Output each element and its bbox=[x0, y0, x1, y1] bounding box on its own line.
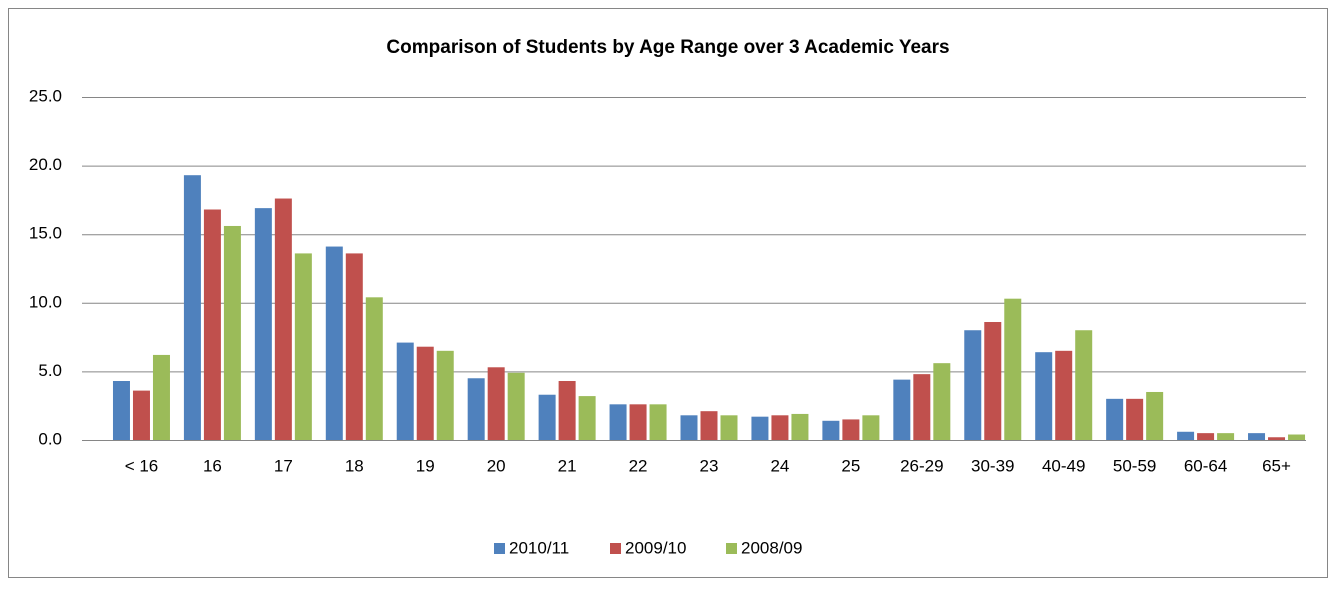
bar bbox=[771, 415, 789, 440]
legend-label: 2009/10 bbox=[625, 538, 686, 557]
bar bbox=[720, 415, 738, 440]
bar bbox=[1146, 391, 1164, 440]
x-tick-label: 17 bbox=[274, 456, 293, 475]
x-tick-label: 16 bbox=[203, 456, 222, 475]
x-tick-label: < 16 bbox=[125, 456, 159, 475]
bar bbox=[1288, 434, 1306, 440]
y-tick-label: 5.0 bbox=[38, 361, 62, 380]
bar bbox=[984, 322, 1002, 440]
bar bbox=[254, 208, 272, 440]
bar bbox=[223, 225, 241, 440]
bar bbox=[751, 416, 769, 440]
bar bbox=[274, 198, 292, 440]
legend-swatch bbox=[726, 543, 737, 554]
legend-label: 2010/11 bbox=[509, 538, 569, 557]
bar bbox=[629, 404, 647, 440]
bar bbox=[964, 330, 982, 440]
x-tick-label: 21 bbox=[558, 456, 577, 475]
bar bbox=[183, 175, 201, 441]
bar bbox=[507, 372, 525, 440]
x-tick-label: 26-29 bbox=[900, 456, 943, 475]
x-tick-label: 18 bbox=[345, 456, 364, 475]
bar bbox=[578, 396, 596, 440]
bar bbox=[700, 411, 718, 440]
bar bbox=[1075, 330, 1093, 440]
x-tick-label: 19 bbox=[416, 456, 435, 475]
bar bbox=[1217, 433, 1235, 440]
bar bbox=[1248, 433, 1266, 440]
bar bbox=[1004, 298, 1022, 440]
bar bbox=[893, 379, 911, 440]
bar bbox=[396, 342, 414, 440]
x-tick-label: 65+ bbox=[1262, 456, 1291, 475]
bar bbox=[1035, 352, 1053, 440]
y-tick-label: 25.0 bbox=[29, 86, 62, 105]
x-tick-label: 30-39 bbox=[971, 456, 1014, 475]
bar bbox=[365, 297, 383, 440]
bar bbox=[933, 363, 951, 440]
bar bbox=[112, 381, 130, 440]
bar bbox=[203, 209, 221, 440]
legend-swatch bbox=[494, 543, 505, 554]
x-tick-label: 40-49 bbox=[1042, 456, 1085, 475]
bar bbox=[416, 346, 434, 440]
bar bbox=[609, 404, 627, 440]
x-tick-label: 20 bbox=[487, 456, 506, 475]
bar bbox=[132, 390, 150, 440]
legend-label: 2008/09 bbox=[741, 538, 802, 557]
bar bbox=[467, 378, 485, 440]
bar bbox=[842, 419, 860, 440]
bar bbox=[1106, 398, 1124, 440]
x-tick-label: 24 bbox=[770, 456, 789, 475]
bar bbox=[1126, 398, 1144, 440]
x-tick-label: 60-64 bbox=[1184, 456, 1227, 475]
y-tick-label: 20.0 bbox=[29, 155, 62, 174]
bar bbox=[649, 404, 667, 440]
x-tick-label: 22 bbox=[629, 456, 648, 475]
bar bbox=[152, 354, 170, 440]
chart-title: Comparison of Students by Age Range over… bbox=[386, 37, 949, 58]
x-tick-label: 23 bbox=[700, 456, 719, 475]
y-tick-label: 0.0 bbox=[38, 429, 62, 448]
x-tick-label: 25 bbox=[841, 456, 860, 475]
y-tick-label: 10.0 bbox=[29, 292, 62, 311]
bar bbox=[538, 394, 556, 440]
bar bbox=[1268, 437, 1286, 440]
bar bbox=[558, 381, 576, 440]
bar bbox=[791, 413, 809, 440]
bar bbox=[345, 253, 363, 440]
bar bbox=[913, 374, 931, 440]
legend-swatch bbox=[610, 543, 621, 554]
bar bbox=[325, 246, 343, 440]
bar bbox=[822, 420, 840, 440]
bar bbox=[680, 415, 698, 440]
y-tick-label: 15.0 bbox=[29, 224, 62, 243]
x-tick-label: 50-59 bbox=[1113, 456, 1156, 475]
bar bbox=[436, 350, 454, 440]
bar bbox=[1197, 433, 1215, 440]
bar bbox=[1055, 350, 1073, 440]
bar bbox=[294, 253, 312, 440]
bar bbox=[1177, 431, 1195, 440]
bar bbox=[862, 415, 880, 440]
bar bbox=[487, 367, 505, 440]
